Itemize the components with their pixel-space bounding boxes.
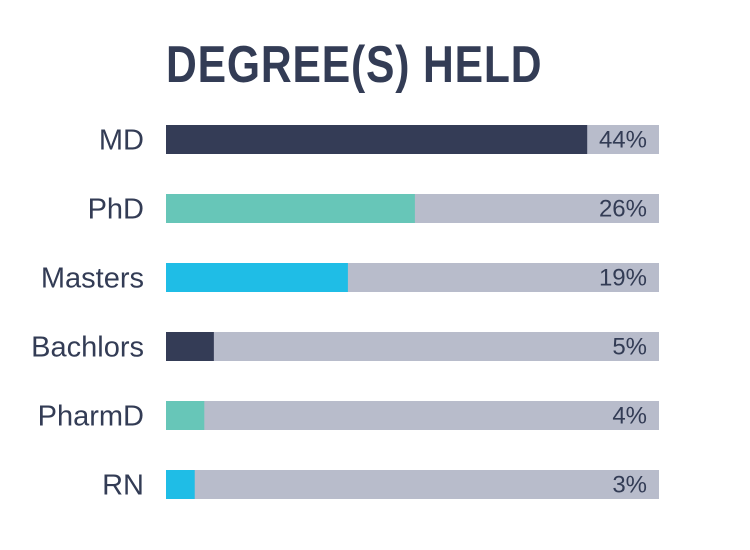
value-label-masters: 19%	[599, 265, 647, 292]
category-label-masters: Masters	[41, 263, 144, 295]
category-label-rn: RN	[102, 470, 144, 502]
bar-masters	[166, 263, 348, 292]
bar-track-pharmd	[166, 401, 659, 430]
bar-pharmd	[166, 401, 205, 430]
value-label-pharmd: 4%	[612, 403, 647, 430]
bar-bachlors	[166, 332, 214, 361]
category-label-md: MD	[99, 125, 144, 157]
category-label-pharmd: PharmD	[38, 401, 144, 433]
value-label-rn: 3%	[612, 472, 647, 499]
bar-track-bachlors	[166, 332, 659, 361]
bar-track-rn	[166, 470, 659, 499]
bar-md	[166, 125, 588, 154]
value-label-md: 44%	[599, 127, 647, 154]
bar-phd	[166, 194, 415, 223]
value-label-bachlors: 5%	[612, 334, 647, 361]
chart-title: DEGREE(S) HELD	[166, 36, 543, 94]
value-label-phd: 26%	[599, 196, 647, 223]
category-label-phd: PhD	[88, 194, 144, 226]
bar-rn	[166, 470, 195, 499]
category-label-bachlors: Bachlors	[31, 332, 144, 364]
